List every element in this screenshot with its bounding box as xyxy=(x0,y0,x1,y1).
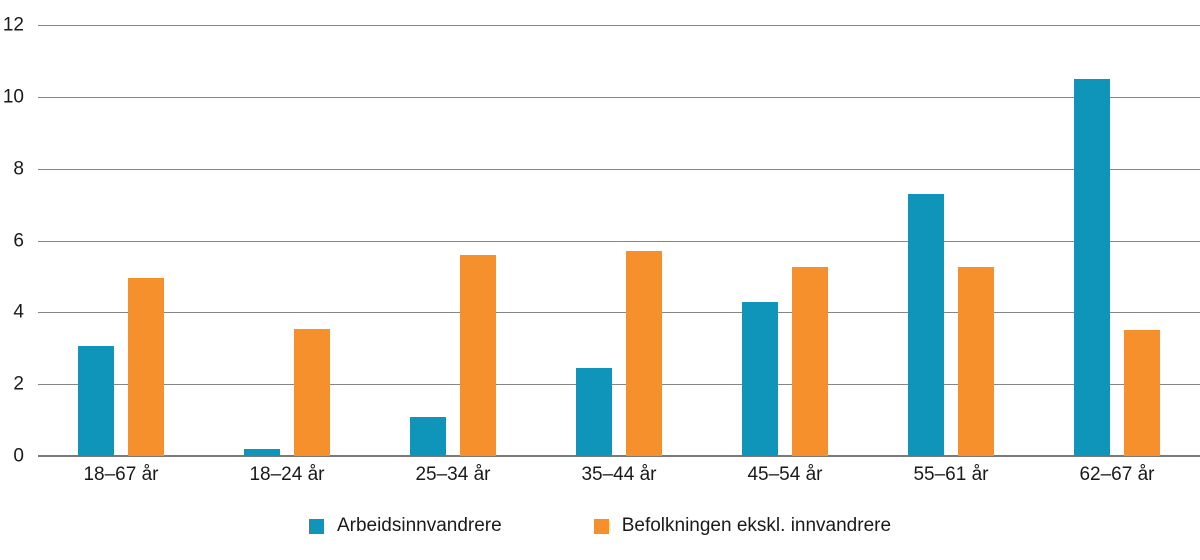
gridline xyxy=(38,25,1200,26)
legend: Arbeidsinnvandrere Befolkningen ekskl. in… xyxy=(0,515,1200,537)
bar-series-befolkningen xyxy=(626,251,662,456)
x-tick-label: 25–34 år xyxy=(415,464,491,485)
bar-group xyxy=(204,25,370,456)
bar-group xyxy=(38,25,204,456)
bar-series-arbeidsinnvandrere xyxy=(908,193,944,456)
bar-series-befolkningen xyxy=(128,278,164,456)
bar-series-arbeidsinnvandrere xyxy=(576,368,612,456)
x-tick-label: 35–44 år xyxy=(581,464,657,485)
y-tick-label: 0 xyxy=(13,445,24,467)
bar-group xyxy=(702,25,868,456)
bar-series-befolkningen xyxy=(1124,330,1160,456)
gridline xyxy=(38,240,1200,242)
y-tick-label: 6 xyxy=(13,230,24,251)
bar-series-arbeidsinnvandrere xyxy=(742,301,778,456)
legend-label: Arbeidsinnvandrere xyxy=(336,515,502,536)
bar-series-arbeidsinnvandrere xyxy=(410,416,446,456)
bar-group xyxy=(370,25,536,456)
legend-label: Befolkningen ekskl. innvandrere xyxy=(621,515,892,536)
y-tick-label: 8 xyxy=(13,158,24,180)
bar-series-befolkningen xyxy=(460,254,496,456)
gridline xyxy=(38,96,1200,98)
legend-item: Befolkningen ekskl. innvandrere xyxy=(593,515,892,537)
x-axis-line xyxy=(38,455,1200,457)
bar-series-arbeidsinnvandrere xyxy=(244,448,280,456)
bar-series-befolkningen xyxy=(792,267,828,456)
plot-area xyxy=(38,25,1200,457)
y-tick-label: 12 xyxy=(2,14,24,36)
gridline xyxy=(38,312,1200,314)
gridline xyxy=(38,384,1200,386)
bar-series-befolkningen xyxy=(958,267,994,456)
bar-group xyxy=(1034,25,1200,456)
bar-series-befolkningen xyxy=(294,328,330,456)
x-tick-label: 62–67 år xyxy=(1079,464,1155,485)
legend-swatch-icon xyxy=(308,518,324,534)
y-axis: 0 2 4 6 8 10 12 xyxy=(0,16,24,466)
gridline xyxy=(38,168,1200,170)
x-tick-label: 45–54 år xyxy=(747,464,823,485)
bar-series-arbeidsinnvandrere xyxy=(78,346,114,456)
x-axis: 18–67 år 18–24 år 25–34 år 35–44 år 45–54 år… xyxy=(38,464,1200,486)
x-tick-label: 18–67 år xyxy=(83,464,159,485)
y-tick-label: 2 xyxy=(13,373,24,395)
x-tick-label: 18–24 år xyxy=(249,464,325,485)
legend-item: Arbeidsinnvandrere xyxy=(308,515,502,537)
bar-group xyxy=(536,25,702,456)
y-tick-label: 4 xyxy=(13,301,24,323)
legend-swatch-icon xyxy=(593,518,609,534)
bar-series-arbeidsinnvandrere xyxy=(1074,78,1110,456)
bar-group xyxy=(868,25,1034,456)
x-tick-label: 55–61 år xyxy=(913,464,989,485)
y-tick-label: 10 xyxy=(2,86,24,108)
